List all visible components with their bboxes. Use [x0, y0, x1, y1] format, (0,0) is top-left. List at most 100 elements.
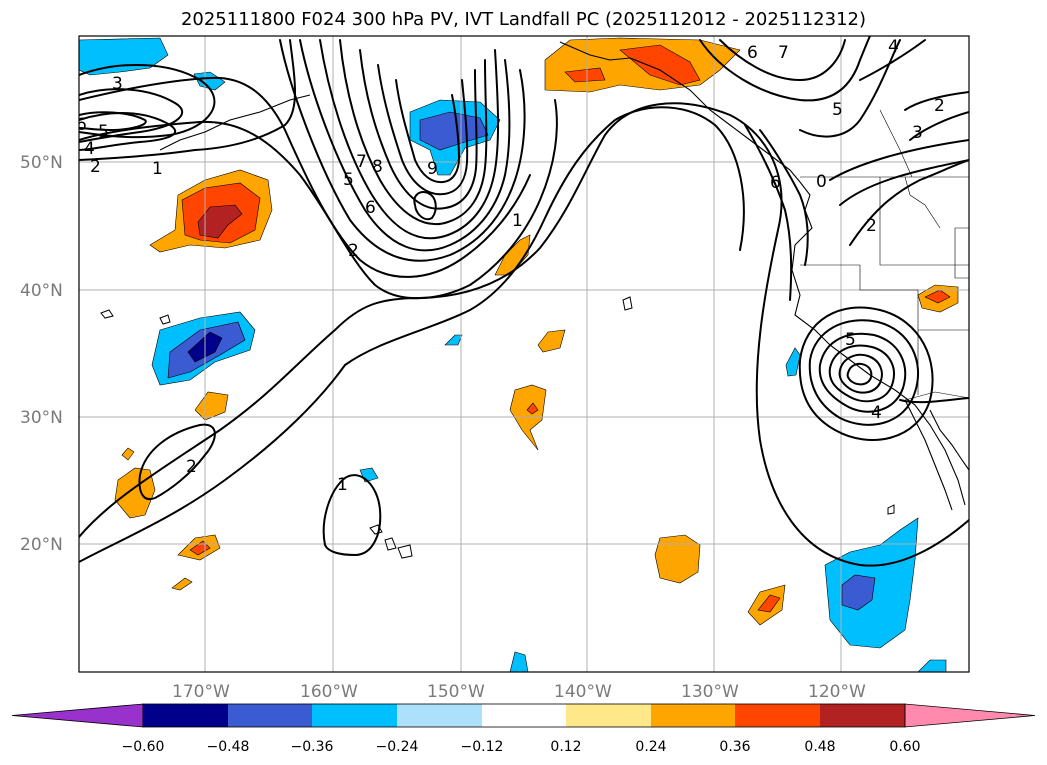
- contour-label: 7: [778, 43, 789, 63]
- contour-1-loop: [322, 474, 382, 556]
- colorbar-arrow-left: [11, 703, 144, 728]
- contour-through-6: [339, 39, 488, 226]
- contour-nw-1: [79, 39, 296, 161]
- colorbar-tick-label: 0.36: [719, 739, 750, 755]
- colorbar-segment: [735, 704, 820, 727]
- contour-through-7: [359, 49, 478, 210]
- island-hawaii-2: [384, 537, 397, 551]
- contour-label: 6: [365, 198, 376, 218]
- colorbar-segment: [312, 704, 397, 727]
- blob-orange-tiny: [121, 447, 135, 461]
- colorbar-tick-label: −0.48: [207, 739, 250, 755]
- coast-mexico-main: [929, 409, 969, 471]
- blob-red-mid3: [526, 402, 539, 415]
- contour-2-west: [79, 106, 745, 563]
- blob-orange-tiny2: [171, 577, 193, 591]
- colorbar-arrow-right: [904, 703, 1036, 728]
- island-small-2: [159, 314, 171, 325]
- contour-label: 7: [356, 152, 367, 172]
- coast-alaska: [559, 41, 801, 183]
- blob-blue-small-2: [785, 347, 801, 377]
- contour-coast-a: [759, 129, 809, 266]
- contour-label: 4: [84, 139, 95, 159]
- contour-label: 1: [152, 159, 163, 179]
- longitude-labels: 170°W 160°W 150°W 140°W 130°W 120°W: [172, 682, 866, 702]
- colorbar-tick-label: 0.12: [550, 739, 581, 755]
- colorbar-tick-label: 0.24: [635, 739, 666, 755]
- coastlines: [159, 41, 969, 511]
- contour-low-2: [808, 319, 920, 426]
- border-state-2: [859, 265, 969, 331]
- colorbar-tick-label: −0.24: [376, 739, 419, 755]
- contour-ne-2: [904, 91, 969, 111]
- contour-labels: 3 6 5 4 2 1 5 8 7 6 9 1 2 6 7 4 2 3 5 6 …: [79, 37, 945, 495]
- contour-label: 6: [747, 43, 758, 63]
- contour-ne-7: [719, 39, 846, 81]
- island-hawaii-1: [369, 524, 383, 535]
- lon-label-150w: 150°W: [427, 682, 485, 702]
- blob-blue-small-1: [444, 334, 463, 346]
- coast-bc: [791, 181, 966, 506]
- colorbar-segment: [397, 704, 482, 727]
- contour-label: 5: [832, 100, 843, 120]
- island-small-1: [100, 309, 114, 319]
- contour-low-3: [818, 332, 907, 413]
- colorbar-tick-label: 0.48: [804, 739, 835, 755]
- contour-ne-4: [859, 39, 926, 81]
- blob-blue-bottom2: [917, 659, 947, 672]
- lat-label-40n: 40°N: [20, 281, 63, 301]
- contour-label: 5: [845, 330, 856, 350]
- lon-label-170w: 170°W: [172, 682, 230, 702]
- blob-red-mid5: [757, 594, 781, 613]
- contour-label: 3: [912, 123, 923, 143]
- lon-label-130w: 130°W: [681, 682, 739, 702]
- colorbar-tick-label: −0.12: [461, 739, 504, 755]
- colorbar-tick-label: 0.60: [889, 739, 920, 755]
- colorbar-tick-label: −0.60: [122, 739, 165, 755]
- colorbar: −0.60 −0.48 −0.36 −0.24 −0.12 0.12 0.24 …: [11, 703, 1036, 755]
- island-hawaii-3: [397, 544, 413, 559]
- contour-1-west: [79, 102, 969, 567]
- blob-orange-s1: [194, 391, 229, 421]
- contour-low-1: [798, 306, 934, 441]
- islands: [100, 296, 895, 559]
- blob-red-alaska: [619, 44, 701, 86]
- pv-contours: [79, 36, 969, 567]
- contour-low-6: [846, 362, 873, 386]
- lon-label-140w: 140°W: [554, 682, 612, 702]
- contour-through-2: [79, 76, 531, 278]
- colorbar-segment: [482, 704, 566, 727]
- lat-label-30n: 30°N: [20, 408, 63, 428]
- blob-red-ca: [924, 289, 951, 304]
- contour-ne-5: [799, 39, 901, 138]
- border-state-1: [879, 177, 969, 266]
- contour-ca-tail: [899, 397, 969, 404]
- contour-low-9: [413, 191, 437, 221]
- colorbar-segment: [228, 704, 312, 727]
- colorbar-segment: [143, 704, 228, 727]
- contour-nw-3: [79, 64, 216, 139]
- blob-blue-small-nw: [193, 71, 226, 91]
- contour-label: 2: [934, 96, 945, 116]
- contour-label: 1: [337, 475, 348, 495]
- chart-title: 2025111800 F024 300 hPa PV, IVT Landfall…: [180, 9, 867, 30]
- contour-through-1: [79, 99, 558, 300]
- contour-label: 2: [866, 216, 877, 236]
- lat-label-50n: 50°N: [20, 153, 63, 173]
- blob-red-alaska-small: [564, 67, 606, 83]
- contour-ne-6: [699, 36, 871, 102]
- contour-label: 8: [372, 157, 383, 177]
- contour-label: 6: [770, 173, 781, 193]
- contour-2-loop-south: [138, 423, 216, 501]
- contour-label: 1: [512, 211, 523, 231]
- contour-label: 0: [816, 172, 827, 192]
- lon-label-160w: 160°W: [300, 682, 358, 702]
- contour-label: 2: [186, 457, 197, 477]
- coast-aleutians: [159, 94, 311, 151]
- contour-label: 2: [90, 157, 101, 177]
- contour-nw-6: [79, 111, 147, 131]
- colorbar-segment: [651, 704, 735, 727]
- borders: [800, 109, 969, 401]
- contour-through-8: [377, 64, 469, 196]
- lon-label-120w: 120°W: [808, 682, 866, 702]
